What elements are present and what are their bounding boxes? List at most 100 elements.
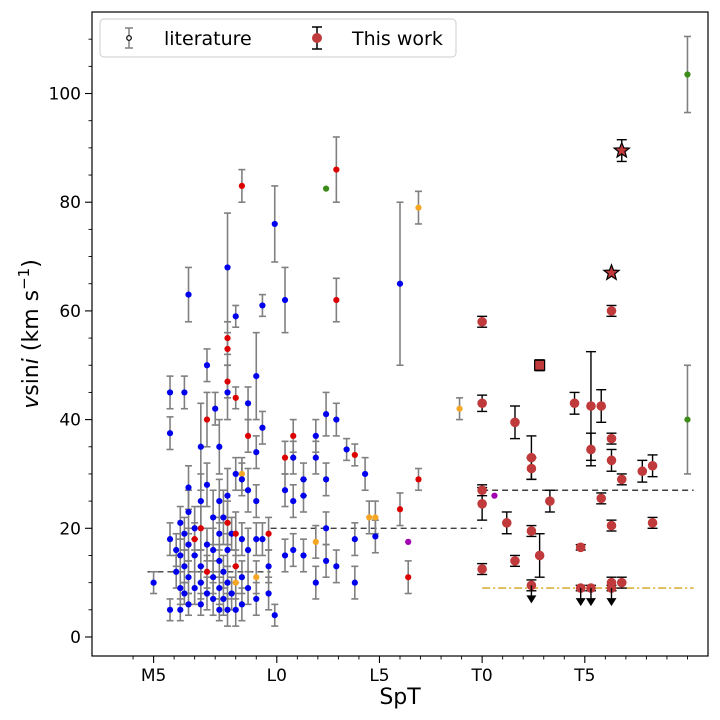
legend-literature-marker xyxy=(126,35,132,41)
literature-point xyxy=(203,416,211,423)
literature-point xyxy=(253,449,260,456)
literature-point xyxy=(259,536,266,543)
x-tick-label: M5 xyxy=(141,666,166,686)
literature-point xyxy=(281,487,289,494)
literature-point xyxy=(224,519,231,526)
literature-point xyxy=(232,470,239,478)
literature-point xyxy=(232,530,239,537)
literature-point xyxy=(224,389,231,396)
literature-point xyxy=(405,574,412,581)
upper-limit-arrow-head xyxy=(575,598,586,607)
this-work-point xyxy=(575,542,586,553)
this-work-point xyxy=(477,499,487,509)
this-work-star-point xyxy=(602,263,621,281)
literature-point xyxy=(290,546,297,554)
literature-point xyxy=(312,432,319,439)
literature-point xyxy=(361,470,369,478)
x-tick-label: L0 xyxy=(267,666,287,686)
literature-point xyxy=(216,584,223,592)
literature-point xyxy=(203,590,211,597)
legend-this-work-marker xyxy=(312,33,322,43)
literature-point xyxy=(197,443,204,450)
literature-point xyxy=(312,579,319,586)
legend-item-literature: literature xyxy=(125,27,252,50)
literature-point xyxy=(232,563,239,570)
literature-point xyxy=(244,432,252,439)
this-work-point xyxy=(596,493,607,504)
literature-point xyxy=(259,424,266,431)
this-work-point xyxy=(616,577,627,588)
literature-point xyxy=(224,492,231,499)
literature-point xyxy=(281,296,289,304)
literature-point xyxy=(253,536,260,543)
literature-point xyxy=(265,530,272,537)
literature-point xyxy=(191,552,198,559)
this-work-point xyxy=(606,455,617,466)
this-work-point xyxy=(606,306,617,316)
this-work-point xyxy=(477,316,487,327)
this-work-point xyxy=(510,556,520,566)
legend: literature This work xyxy=(99,18,457,58)
literature-point xyxy=(228,590,235,597)
this-work-point xyxy=(526,452,537,463)
literature-point xyxy=(185,574,192,581)
literature-point xyxy=(210,595,217,603)
literature-point xyxy=(177,584,184,592)
literature-point xyxy=(322,525,330,532)
literature-point xyxy=(232,579,239,586)
this-work-point xyxy=(545,496,555,506)
literature-point xyxy=(333,416,340,423)
literature-point xyxy=(244,487,252,494)
literature-point xyxy=(238,574,245,581)
literature-point xyxy=(185,291,192,298)
this-work-square-point xyxy=(534,359,546,371)
this-work-point xyxy=(596,401,607,411)
literature-point xyxy=(244,400,252,407)
literature-point xyxy=(396,506,404,513)
y-tick-label: 60 xyxy=(59,302,81,322)
y-axis: 0 20 40 60 80 100 xyxy=(49,38,92,648)
literature-point xyxy=(197,579,204,586)
plot-area xyxy=(91,11,709,657)
this-work-point xyxy=(647,460,658,471)
legend-item-this-work: This work xyxy=(312,26,443,50)
y-tick-label: 80 xyxy=(59,193,81,213)
literature-point xyxy=(396,280,404,287)
literature-point xyxy=(166,536,174,543)
literature-point xyxy=(203,362,211,369)
literature-point xyxy=(224,334,231,342)
x-tick-label: L5 xyxy=(369,666,389,686)
literature-point xyxy=(351,536,358,543)
this-work-point xyxy=(526,526,537,536)
literature-point xyxy=(253,595,260,603)
literature-point xyxy=(333,563,340,570)
literature-point xyxy=(271,220,278,228)
x-tick-label: T0 xyxy=(471,666,493,686)
literature-point xyxy=(290,498,297,505)
literature-point xyxy=(181,530,188,537)
literature-point xyxy=(216,530,223,537)
this-work-point xyxy=(510,417,520,428)
literature-points xyxy=(150,71,691,619)
literature-point xyxy=(253,498,260,505)
this-work-point xyxy=(606,433,617,444)
this-work-point xyxy=(477,485,487,496)
literature-point xyxy=(253,373,260,380)
this-work-points xyxy=(477,140,658,607)
this-work-point xyxy=(477,398,487,409)
legend-literature-label: literature xyxy=(164,28,252,50)
literature-point xyxy=(372,533,379,540)
literature-point xyxy=(216,557,223,564)
literature-point xyxy=(271,612,278,619)
literature-point xyxy=(212,405,219,412)
reference-lines xyxy=(147,489,694,589)
this-work-point xyxy=(606,520,617,531)
literature-point xyxy=(415,204,422,211)
x-tick-label: T5 xyxy=(573,666,595,686)
literature-point xyxy=(166,430,174,437)
literature-point xyxy=(185,601,192,608)
literature-point xyxy=(238,182,245,190)
literature-point xyxy=(177,552,184,559)
literature-point xyxy=(185,508,192,516)
